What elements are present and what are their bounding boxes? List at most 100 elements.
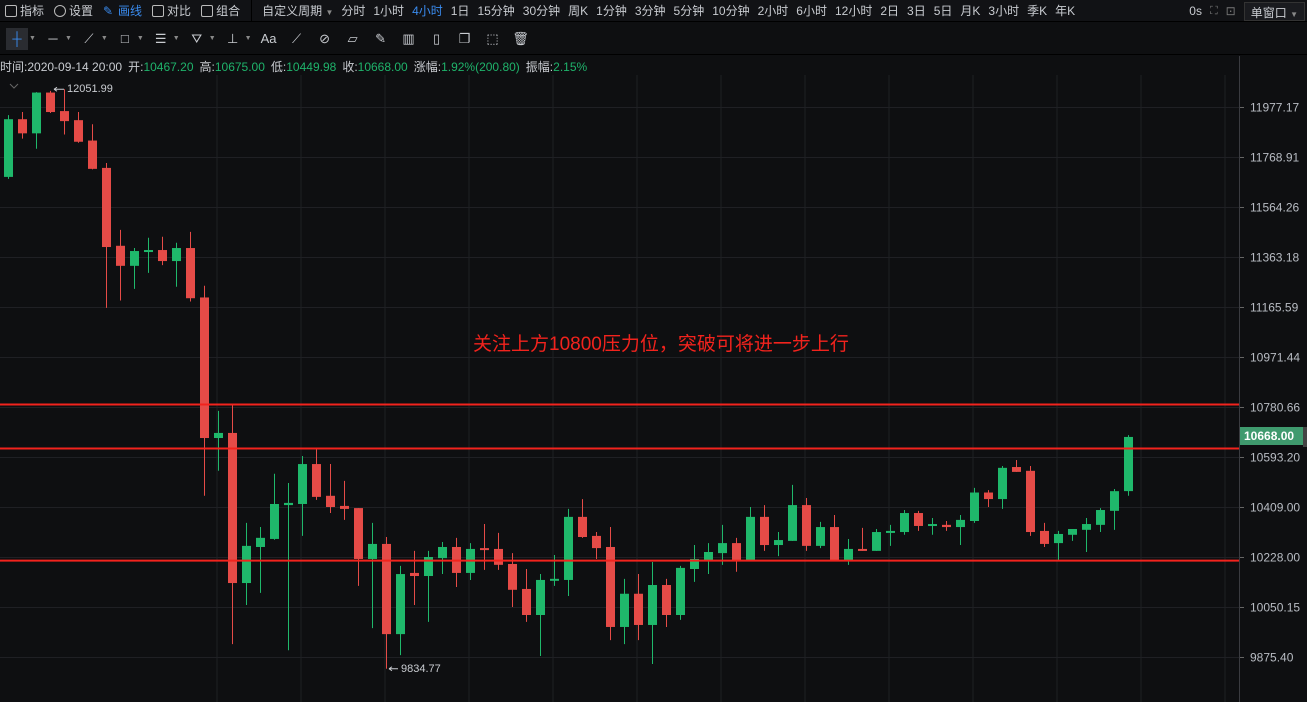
settings-button[interactable]: 设置 xyxy=(49,2,98,20)
candle-body xyxy=(4,119,13,177)
fullscreen-icon[interactable]: ⛶ xyxy=(1209,4,1218,17)
compare-icon xyxy=(152,4,165,17)
draw-button[interactable]: ✎ 画线 xyxy=(98,2,147,20)
candle-body xyxy=(88,140,97,169)
draw-tool-horizontal-line[interactable]: ─ ▼ xyxy=(42,27,72,51)
combine-label: 组合 xyxy=(216,4,241,18)
candle-body xyxy=(368,543,377,559)
candle-body xyxy=(536,579,545,615)
period-tab[interactable]: 1小时 xyxy=(373,4,405,18)
y-tick-label: 10780.66 xyxy=(1250,401,1300,415)
draw-tool-lock[interactable]: ▯ xyxy=(426,27,448,51)
candle-body xyxy=(522,588,531,615)
measure-icon: ⊥ xyxy=(226,30,239,46)
gear-icon xyxy=(54,4,67,17)
candle-body xyxy=(396,574,405,635)
candle-body xyxy=(228,432,237,584)
candle-body xyxy=(578,516,587,538)
window-mode-select[interactable]: 单窗口 ▼ xyxy=(1243,1,1305,21)
period-tab[interactable]: 季K xyxy=(1027,4,1048,18)
period-tab[interactable]: 年K xyxy=(1055,4,1076,18)
period-tab[interactable]: 4小时 xyxy=(412,4,443,18)
draw-tool-measure[interactable]: ⊥ ▼ xyxy=(222,27,252,51)
chart-annotation[interactable]: 关注上方10800压力位，突破可将进一步上行 xyxy=(473,334,849,355)
period-tab[interactable]: 15分钟 xyxy=(477,4,515,18)
period-tab[interactable]: 3小时 xyxy=(988,4,1020,18)
period-tab[interactable]: 12小时 xyxy=(834,4,873,18)
candle-body xyxy=(494,548,503,565)
crosshair-icon: ┼ xyxy=(6,27,28,50)
period-tab[interactable]: 分时 xyxy=(341,4,366,18)
y-tick-label: 11977.17 xyxy=(1250,101,1299,115)
draw-tool-brush[interactable]: ✎ xyxy=(370,27,392,51)
draw-tool-ruler[interactable]: ▱ xyxy=(342,27,364,51)
period-tab[interactable]: 周K xyxy=(568,4,589,18)
arrow-left-icon xyxy=(53,86,64,92)
draw-tool-crosshair[interactable]: ┼ ▼ xyxy=(6,27,36,51)
candle-body xyxy=(508,563,517,590)
change-label: 涨幅: xyxy=(413,60,442,74)
period-tab[interactable]: 6小时 xyxy=(796,4,827,18)
period-tab[interactable]: 10分钟 xyxy=(712,4,750,18)
candle-body xyxy=(1110,491,1119,511)
period-tab[interactable]: 2日 xyxy=(880,4,900,18)
compare-button[interactable]: 对比 xyxy=(147,2,196,20)
chevron-down-icon[interactable]: ▼ xyxy=(64,35,72,42)
y-tick-label: 11768.91 xyxy=(1250,151,1299,165)
draw-tool-pattern[interactable]: ⛛ ▼ xyxy=(186,27,216,51)
draw-tool-trash[interactable]: 🗑 xyxy=(510,27,532,51)
draw-label: 画线 xyxy=(118,4,143,18)
period-tab[interactable]: 2小时 xyxy=(757,4,789,18)
draw-tool-screenshot[interactable]: ⬚ xyxy=(482,27,504,51)
period-tab[interactable]: 1日 xyxy=(450,4,470,18)
chevron-down-icon[interactable]: ▼ xyxy=(29,35,36,42)
chevron-down-icon[interactable]: ▼ xyxy=(208,35,216,42)
period-tab[interactable]: 月K xyxy=(960,4,981,18)
close-value: 10668.00 xyxy=(357,60,408,74)
low-label: 低: xyxy=(270,60,287,74)
window-mode-label: 单窗口 xyxy=(1250,5,1287,20)
period-tab[interactable]: 5分钟 xyxy=(673,4,705,18)
chevron-down-icon[interactable]: ▼ xyxy=(100,35,108,42)
draw-tool-text[interactable]: Aa xyxy=(258,27,280,51)
custom-period-dropdown[interactable]: 自定义周期 ▼ xyxy=(258,2,337,19)
text-icon: Aa xyxy=(260,31,277,46)
candle-body xyxy=(900,513,909,533)
chevron-down-icon[interactable]: ▼ xyxy=(244,35,252,42)
period-tab[interactable]: 3分钟 xyxy=(634,4,666,18)
y-tick-label: 10050.15 xyxy=(1250,601,1300,615)
candle-body xyxy=(872,532,881,551)
candle-body xyxy=(1012,467,1021,472)
candle-body xyxy=(298,464,307,504)
chevron-down-icon[interactable]: ▼ xyxy=(172,35,180,42)
draw-tool-parallel-lines[interactable]: ☰ ▼ xyxy=(150,27,180,51)
arrow-left-icon xyxy=(388,666,398,672)
draw-tool-trend-line[interactable]: ⟋ ▼ xyxy=(78,27,108,51)
settings-label: 设置 xyxy=(69,4,94,18)
period-tab[interactable]: 3日 xyxy=(907,4,926,18)
period-tab[interactable]: 5日 xyxy=(933,4,953,18)
candle-body xyxy=(662,585,671,615)
candle-body xyxy=(690,558,699,570)
candle-body xyxy=(886,530,895,533)
candle-body xyxy=(270,503,279,539)
draw-tool-candles[interactable]: ▥ xyxy=(398,27,420,51)
candle-body xyxy=(830,527,839,561)
candle-body xyxy=(788,505,797,541)
combine-button[interactable]: 组合 xyxy=(196,2,245,20)
draw-tool-ruler-a[interactable]: ⟋ xyxy=(286,27,308,51)
close-label: 收: xyxy=(342,60,358,74)
draw-tool-magnet[interactable]: ⊘ xyxy=(314,27,336,51)
current-price-tag: 10668.00 xyxy=(1240,427,1303,445)
window-controls: 0s ⛶ ⊡ 单窗口 ▼ xyxy=(1189,0,1307,22)
draw-tool-rectangle[interactable]: □ ▼ xyxy=(114,27,144,51)
add-window-icon[interactable]: ⊡ xyxy=(1225,4,1236,18)
price-scrollbar[interactable] xyxy=(1303,427,1307,447)
draw-tool-copy[interactable]: ❐ xyxy=(454,27,476,51)
chevron-down-icon[interactable]: ▼ xyxy=(136,35,144,42)
candle-body xyxy=(18,119,27,134)
indicator-button[interactable]: 指标 xyxy=(0,2,49,20)
period-tab[interactable]: 30分钟 xyxy=(522,4,561,18)
period-tab[interactable]: 1分钟 xyxy=(596,4,627,18)
